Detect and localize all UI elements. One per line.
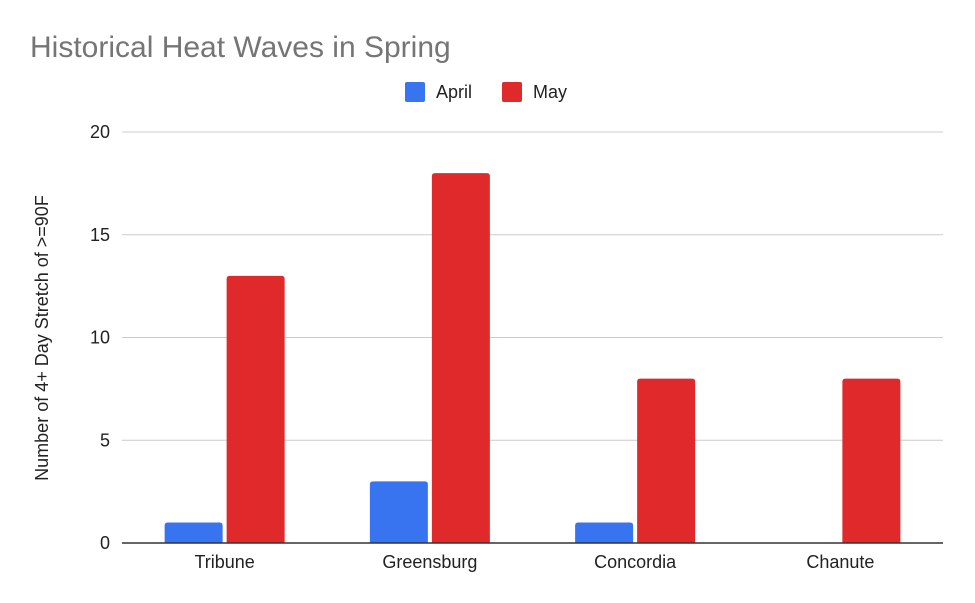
x-tick-label: Chanute bbox=[806, 552, 874, 572]
bar-april-tribune bbox=[164, 522, 223, 543]
legend: April May bbox=[405, 82, 567, 102]
bar-may-chanute bbox=[842, 378, 901, 543]
bar-may-tribune bbox=[226, 275, 285, 543]
y-tick-label: 20 bbox=[90, 122, 110, 142]
y-tick-label: 10 bbox=[90, 328, 110, 348]
x-tick-label: Tribune bbox=[194, 552, 254, 572]
y-tick-label: 0 bbox=[100, 533, 110, 553]
bar-may-concordia bbox=[637, 378, 696, 543]
legend-label-may: May bbox=[533, 82, 567, 102]
legend-swatch-may bbox=[502, 82, 522, 102]
chart-title: Historical Heat Waves in Spring bbox=[30, 31, 451, 64]
bar-april-concordia bbox=[575, 522, 634, 543]
bars bbox=[122, 173, 943, 544]
x-tick-label: Concordia bbox=[594, 552, 677, 572]
legend-swatch-april bbox=[405, 82, 425, 102]
y-tick-label: 15 bbox=[90, 225, 110, 245]
x-tick-label: Greensburg bbox=[382, 552, 477, 572]
y-axis-ticks: 0 5 10 15 20 bbox=[90, 122, 110, 553]
bar-april-greensburg bbox=[369, 481, 428, 543]
legend-label-april: April bbox=[436, 82, 472, 102]
x-axis-ticks: Tribune Greensburg Concordia Chanute bbox=[194, 552, 874, 572]
bar-may-greensburg bbox=[431, 173, 490, 543]
y-axis-label: Number of 4+ Day Stretch of >=90F bbox=[32, 195, 52, 481]
y-tick-label: 5 bbox=[100, 430, 110, 450]
